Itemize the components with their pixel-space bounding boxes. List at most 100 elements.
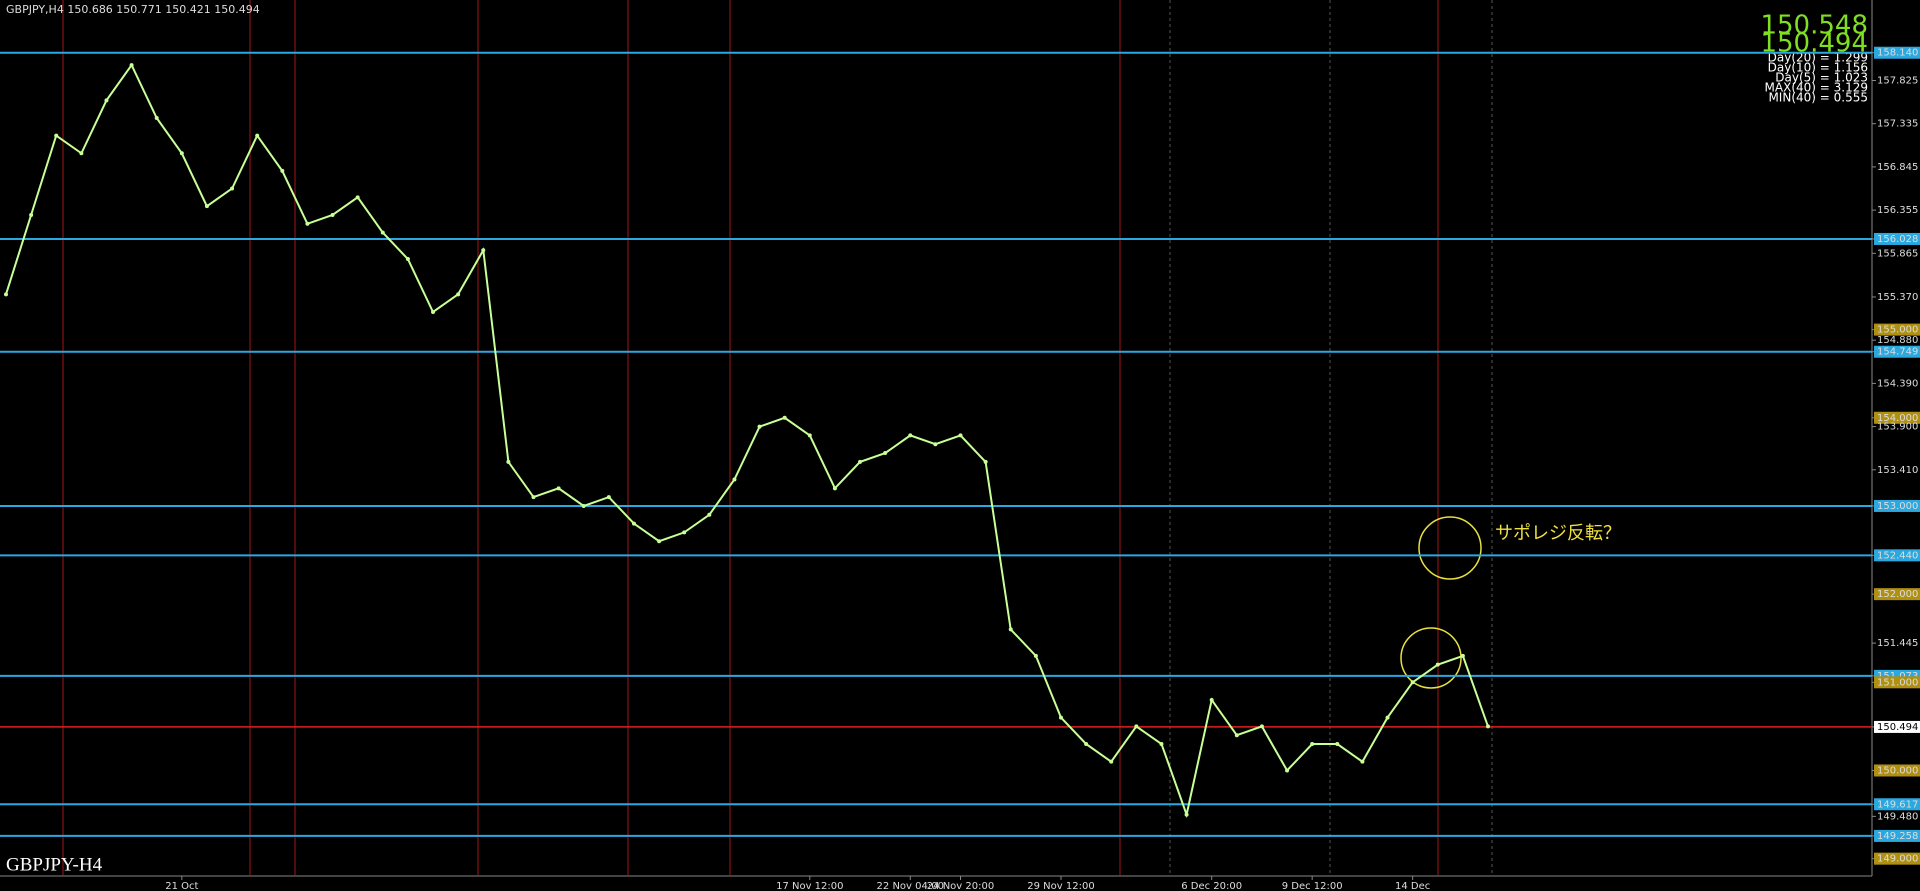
price-point [782, 415, 787, 420]
y-tick-label: 157.825 [1877, 76, 1918, 87]
price-point [1335, 742, 1340, 747]
x-tick-label: 14 Dec [1395, 881, 1430, 891]
stat: Day(5) = 1.023 [1775, 71, 1868, 85]
y-tick-label: 152.440 [1877, 550, 1918, 561]
x-tick-label: 29 Nov 12:00 [1027, 881, 1094, 891]
price-point [481, 248, 486, 253]
y-tick-label: 151.445 [1877, 638, 1918, 649]
price-point [933, 442, 938, 447]
y-tick-label: 156.028 [1877, 234, 1918, 245]
y-tick-label: 149.258 [1877, 831, 1918, 842]
price-point [1159, 742, 1164, 747]
price-point [1435, 662, 1440, 667]
y-tick-label: 158.140 [1877, 48, 1918, 59]
price-point [1209, 697, 1214, 702]
price-point [330, 212, 335, 217]
y-tick-bg [1874, 499, 1920, 512]
y-tick-bg [1874, 764, 1920, 777]
price-point [456, 292, 461, 297]
price-point [29, 212, 34, 217]
y-tick-label: 149.617 [1877, 799, 1918, 810]
y-tick-label: 155.865 [1877, 248, 1918, 259]
y-tick-label: 150.000 [1877, 765, 1918, 776]
price-point [1385, 715, 1390, 720]
x-tick-label: 24 Nov 20:00 [927, 881, 994, 891]
price-point [757, 424, 762, 429]
y-tick-label: 154.000 [1877, 413, 1918, 424]
y-tick-bg [1874, 798, 1920, 811]
y-tick-label: 154.390 [1877, 378, 1918, 389]
price-point [1410, 680, 1415, 685]
price-point [1234, 733, 1239, 738]
annotation: サポレジ反転？ [1495, 523, 1621, 544]
price-point [54, 133, 59, 138]
y-tick-bg [1874, 411, 1920, 424]
price-point [707, 512, 712, 517]
y-tick-label: 154.880 [1877, 335, 1918, 346]
y-tick-label: 156.845 [1877, 162, 1918, 173]
y-tick-label: 153.900 [1877, 422, 1918, 433]
price-point [380, 230, 385, 235]
symbol-label: GBPJPY-H4 [6, 854, 103, 875]
price-point [1285, 768, 1290, 773]
price-point [1259, 724, 1264, 729]
price-point [1084, 742, 1089, 747]
price-point [531, 495, 536, 500]
price-point [1058, 715, 1063, 720]
price-point [832, 486, 837, 491]
price-point [908, 433, 913, 438]
x-tick-label: 17 Nov 12:00 [776, 881, 843, 891]
price-point [1460, 653, 1465, 658]
price-point [431, 309, 436, 314]
price-point [1310, 742, 1315, 747]
header: GBPJPY,H4 150.686 150.771 150.421 150.49… [6, 3, 260, 16]
price-point [732, 477, 737, 482]
y-tick-bg [1874, 232, 1920, 245]
y-tick-bg [1874, 720, 1920, 733]
price-point [606, 495, 611, 500]
price-line [5, 63, 1489, 819]
x-tick-label: 6 Dec 20:00 [1181, 881, 1242, 891]
y-tick-bg [1874, 323, 1920, 336]
highlight-circle [1400, 627, 1462, 689]
y-tick-label: 153.410 [1877, 465, 1918, 476]
price-point [204, 204, 209, 209]
price-big: 150.548 [1760, 11, 1868, 41]
price-point [858, 459, 863, 464]
price-point [1008, 627, 1013, 632]
dotted-lines [1169, 0, 1493, 875]
price-point [355, 195, 360, 200]
price-point [129, 63, 134, 68]
y-tick-bg [1874, 829, 1920, 842]
price-point [1184, 812, 1189, 817]
price-point [179, 151, 184, 156]
y-tick-label: 155.370 [1877, 292, 1918, 303]
price-point [556, 486, 561, 491]
price-point [682, 530, 687, 535]
price-point [631, 521, 636, 526]
y-tick-bg [1874, 588, 1920, 601]
price-point [1134, 724, 1139, 729]
price-point [230, 186, 235, 191]
y-tick-bg [1874, 852, 1920, 865]
price-point [104, 98, 109, 103]
price-point [79, 151, 84, 156]
price-point [1360, 759, 1365, 764]
stat: MIN(40) = 0.555 [1768, 91, 1868, 105]
y-tick-label: 156.355 [1877, 205, 1918, 216]
y-tick-label: 154.749 [1877, 347, 1918, 358]
price-point [405, 257, 410, 262]
y-tick-label: 155.000 [1877, 325, 1918, 336]
y-tick-label: 157.335 [1877, 119, 1918, 130]
y-tick-label: 151.000 [1877, 677, 1918, 688]
price-point [807, 433, 812, 438]
y-tick-label: 149.480 [1877, 811, 1918, 822]
price-point [255, 133, 260, 138]
x-tick-label: 21 Oct [165, 881, 198, 891]
highlight-circle [1418, 516, 1482, 580]
y-tick-label: 153.000 [1877, 501, 1918, 512]
price-point [506, 459, 511, 464]
price-point [154, 115, 159, 120]
